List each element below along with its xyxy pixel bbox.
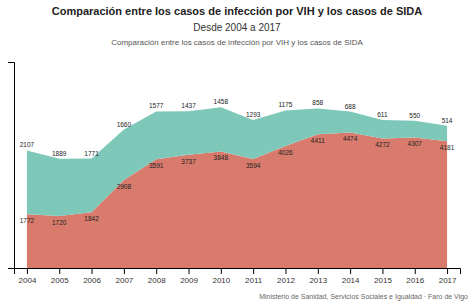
data-label: 4411 xyxy=(311,137,325,144)
data-label: 2908 xyxy=(117,183,132,190)
data-label: 2107 xyxy=(20,141,35,148)
x-tick-mark xyxy=(447,268,448,274)
data-label: 1175 xyxy=(278,101,292,108)
data-label: 3848 xyxy=(214,154,229,161)
data-label: 1889 xyxy=(52,150,67,157)
y-axis-line xyxy=(8,63,15,269)
x-tick-label: 2013 xyxy=(309,276,327,285)
y-axis xyxy=(8,63,15,269)
x-tick-label: 2016 xyxy=(406,276,424,285)
x-tick-label: 2011 xyxy=(245,276,263,285)
x-tick-label: 2009 xyxy=(180,276,198,285)
x-tick: 2017 xyxy=(439,268,457,285)
x-axis-line xyxy=(15,269,461,275)
x-tick-mark xyxy=(189,268,190,274)
data-label: 3737 xyxy=(181,158,196,165)
x-tick: 2005 xyxy=(51,268,69,285)
data-label: 4272 xyxy=(375,141,390,148)
x-axis: 2004 2005 2006 2007 2008 2009 2010 2011 2012 2013… xyxy=(15,268,461,285)
x-tick-mark xyxy=(156,268,157,274)
data-label: 4026 xyxy=(278,149,293,156)
x-tick-mark xyxy=(382,268,383,274)
x-tick-label: 2014 xyxy=(342,276,360,285)
area xyxy=(27,107,447,216)
data-label: 3591 xyxy=(149,162,164,169)
x-tick-mark xyxy=(27,268,28,274)
x-tick: 2010 xyxy=(212,268,230,285)
x-tick-label: 2015 xyxy=(374,276,392,285)
data-label: 550 xyxy=(409,112,420,119)
data-label: 1842 xyxy=(84,215,99,222)
x-tick: 2004 xyxy=(19,268,37,285)
x-tick-mark xyxy=(285,268,286,274)
x-tick: 2009 xyxy=(180,268,198,285)
x-tick-label: 2004 xyxy=(19,276,37,285)
subtitle-2: Comparación entre los casos de infección… xyxy=(111,38,363,47)
x-tick-label: 2005 xyxy=(51,276,69,285)
x-tick-mark xyxy=(318,268,319,274)
data-label: 1458 xyxy=(214,98,229,105)
data-label: 4181 xyxy=(440,144,455,151)
data-label: 611 xyxy=(377,111,388,118)
x-tick: 2015 xyxy=(374,268,392,285)
title: Comparación entre los casos de infección… xyxy=(52,5,423,17)
x-tick-mark xyxy=(350,268,351,274)
x-tick-mark xyxy=(92,268,93,274)
data-label: 1720 xyxy=(52,219,67,226)
x-tick-mark xyxy=(124,268,125,274)
data-label: 858 xyxy=(312,99,323,106)
plot: 2004 2005 2006 2007 2008 2009 2010 2011 2012 2013… xyxy=(8,63,461,285)
data-labels: 1772 1720 1842 2908 3591 3737 3848 3594 4026 4411… xyxy=(20,98,455,225)
data-label: 4307 xyxy=(408,140,423,147)
subtitle: Desde 2004 a 2017 xyxy=(193,22,281,33)
x-tick-mark xyxy=(221,268,222,274)
x-tick-mark xyxy=(253,268,254,274)
x-tick-label: 2007 xyxy=(115,276,133,285)
x-tick-label: 2006 xyxy=(83,276,101,285)
data-label: 1771 xyxy=(84,150,99,157)
x-tick: 2007 xyxy=(115,268,133,285)
x-tick: 2012 xyxy=(277,268,295,285)
x-tick: 2013 xyxy=(309,268,327,285)
data-label: 514 xyxy=(442,117,453,124)
data-label: 1660 xyxy=(117,121,132,128)
chart: Comparación entre los casos de infección… xyxy=(0,0,474,302)
marks xyxy=(27,107,447,268)
x-tick-label: 2010 xyxy=(212,276,230,285)
x-tick: 2016 xyxy=(406,268,424,285)
data-label: 1437 xyxy=(181,102,196,109)
source: Ministerio de Sanidad, Servicios Sociale… xyxy=(259,293,468,301)
data-label: 688 xyxy=(345,103,356,110)
data-label: 4474 xyxy=(343,135,358,142)
x-tick-label: 2017 xyxy=(439,276,457,285)
x-tick-label: 2008 xyxy=(148,276,166,285)
x-tick-mark xyxy=(59,268,60,274)
x-tick-label: 2012 xyxy=(277,276,295,285)
data-label: 1772 xyxy=(20,217,35,224)
x-tick: 2006 xyxy=(83,268,101,285)
data-label: 3594 xyxy=(246,162,261,169)
x-tick: 2008 xyxy=(148,268,166,285)
x-tick: 2014 xyxy=(342,268,360,285)
x-tick-mark xyxy=(415,268,416,274)
data-label: 1577 xyxy=(149,102,164,109)
x-tick: 2011 xyxy=(245,268,263,285)
data-label: 1293 xyxy=(246,111,261,118)
